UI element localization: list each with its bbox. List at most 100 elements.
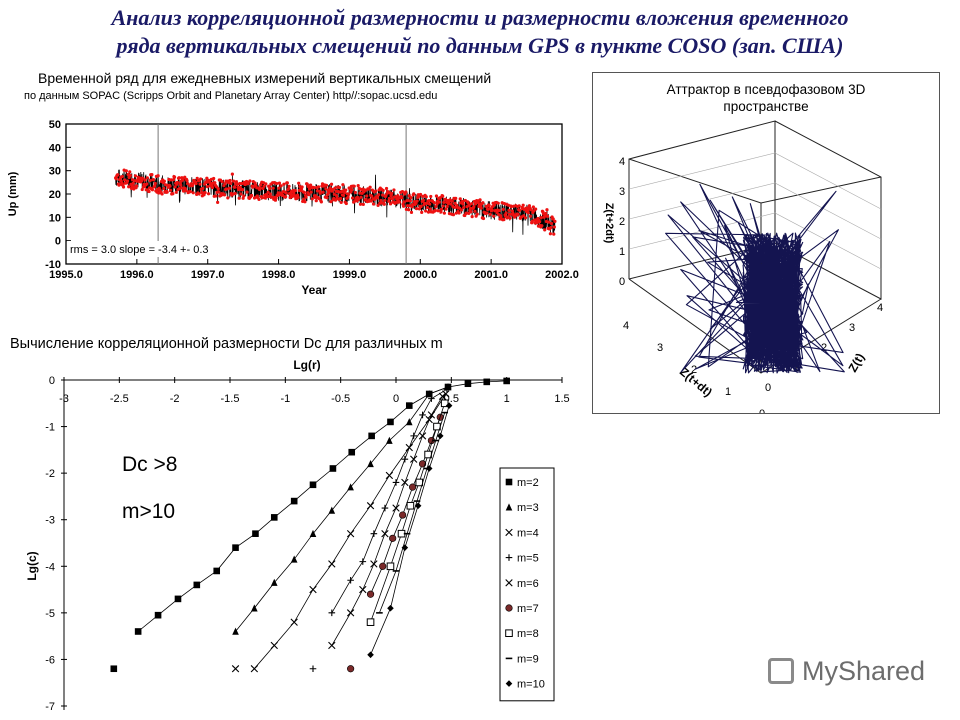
timeseries-data-point (237, 188, 241, 192)
timeseries-x-tick-label: 2001.0 (474, 269, 508, 281)
correlation-y-tick-label: -5 (45, 608, 55, 620)
attractor-y-tick-label: 2 (821, 342, 827, 354)
timeseries-data-point (114, 177, 118, 181)
timeseries-data-point (424, 209, 428, 213)
timeseries-annotation: rms = 3.0 slope = -3.4 +- 0.3 (70, 244, 209, 256)
timeseries-data-point (396, 194, 400, 198)
timeseries-data-point (162, 179, 166, 183)
timeseries-data-point (449, 202, 453, 206)
timeseries-data-point (429, 194, 433, 199)
timeseries-data-point (184, 189, 188, 193)
timeseries-data-point (547, 220, 551, 224)
timeseries-data-point (481, 216, 486, 221)
timeseries-data-point (191, 191, 195, 195)
correlation-point (231, 665, 240, 673)
correlation-point (399, 511, 407, 519)
timeseries-data-point (258, 186, 262, 190)
correlation-point (328, 560, 336, 568)
timeseries-data-point (257, 197, 261, 202)
correlation-point (440, 399, 449, 408)
timeseries-data-point (460, 199, 465, 204)
timeseries-data-point (160, 192, 164, 196)
timeseries-data-point (490, 208, 494, 212)
timeseries-data-point (136, 175, 140, 179)
correlation-point (392, 504, 400, 512)
timeseries-data-point (181, 178, 185, 182)
correlation-series-line (370, 417, 441, 595)
timeseries-data-point (329, 182, 334, 186)
timeseries-data-point (492, 203, 496, 207)
timeseries-data-point (467, 203, 471, 207)
attractor-z-axis-label: Z(t+2dt) (603, 203, 615, 244)
timeseries-data-point (346, 195, 350, 199)
timeseries-data-point (210, 185, 215, 190)
timeseries-data-point (309, 190, 313, 194)
correlation-point (418, 432, 427, 440)
correlation-point (134, 628, 142, 635)
timeseries-data-point (444, 207, 448, 211)
correlation-point (309, 665, 317, 673)
timeseries-data-point (472, 205, 476, 209)
correlation-legend-marker (505, 554, 513, 561)
timeseries-data-point (469, 202, 474, 206)
timeseries-data-point (153, 181, 157, 186)
correlation-point (389, 534, 397, 542)
correlation-point (252, 530, 259, 537)
timeseries-data-point (408, 199, 412, 203)
timeseries-data-point (469, 210, 473, 214)
timeseries-data-point (350, 196, 355, 200)
timeseries-data-point (237, 196, 241, 200)
timeseries-data-point (133, 174, 138, 178)
timeseries-data-point (124, 169, 128, 173)
attractor-panel: Аттрактор в псевдофазовом 3D пространств… (592, 72, 940, 414)
timeseries-data-point (238, 181, 242, 186)
correlation-point (405, 402, 413, 409)
timeseries-data-point (233, 185, 237, 189)
timeseries-data-point (344, 201, 348, 206)
timeseries-data-point (350, 188, 354, 192)
timeseries-data-point (356, 184, 360, 188)
timeseries-data-point (185, 179, 189, 183)
timeseries-data-point (171, 192, 175, 196)
timeseries-chart: -10 0 10 20 30 40 50 1995.0 1996.0 1997.0 1998.0 19… (7, 119, 579, 297)
timeseries-data-point (478, 198, 482, 202)
timeseries-data-point (528, 214, 533, 218)
correlation-point (410, 455, 418, 463)
correlation-series-line (370, 403, 446, 623)
correlation-point (425, 390, 433, 398)
correlation-point (410, 432, 418, 440)
timeseries-data-point (380, 193, 385, 197)
attractor-y-tick-label: 1 (793, 362, 799, 374)
timeseries-data-point (165, 190, 169, 194)
correlation-x-axis-label: Lg(r) (293, 358, 320, 372)
timeseries-data-point (442, 200, 446, 205)
timeseries-data-point (383, 198, 387, 203)
timeseries-data-point (125, 179, 130, 183)
watermark-text: MyShared (802, 656, 926, 686)
timeseries-data-point (411, 203, 415, 207)
timeseries-data-point (271, 186, 275, 190)
timeseries-data-point (409, 195, 413, 200)
attractor-y-tick-label: 0 (765, 382, 771, 394)
timeseries-data-point (321, 190, 325, 194)
timeseries-data-point (549, 225, 553, 230)
timeseries-data-point (534, 207, 538, 211)
timeseries-data-point (213, 181, 217, 185)
timeseries-data-point (277, 181, 282, 185)
timeseries-data-point (145, 182, 149, 186)
correlation-point (347, 576, 354, 584)
timeseries-y-tick-label: -10 (45, 259, 61, 271)
timeseries-y-tick-label: 50 (49, 119, 61, 131)
timeseries-data-point (397, 200, 402, 204)
timeseries-data-point (518, 208, 522, 213)
timeseries-data-point (206, 192, 211, 196)
timeseries-annotation-bg (67, 241, 259, 257)
correlation-point (347, 483, 354, 491)
timeseries-data-point (197, 192, 201, 196)
timeseries-data-point (468, 206, 473, 211)
timeseries-data-point (175, 180, 179, 184)
timeseries-data-point (526, 211, 530, 215)
timeseries-data-point (282, 182, 286, 186)
timeseries-data-point (168, 188, 173, 192)
attractor-y-axis-label: Z(t) (845, 351, 867, 375)
